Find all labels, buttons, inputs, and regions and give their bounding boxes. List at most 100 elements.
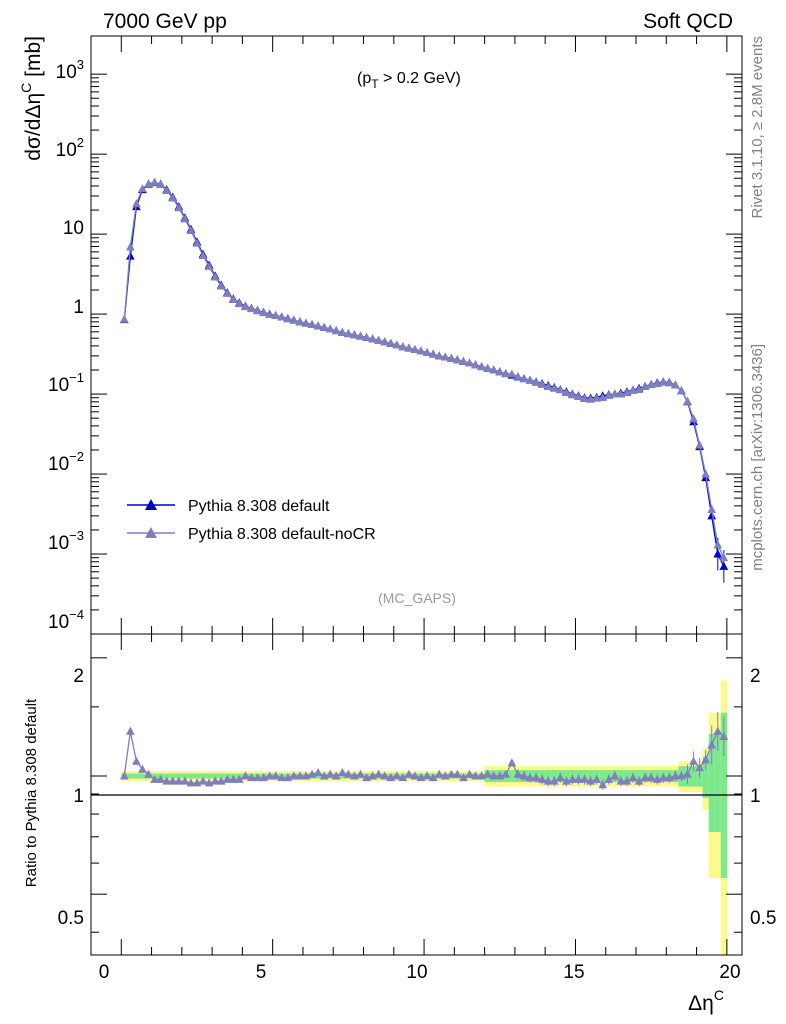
x-tick-label-5: 5 — [256, 962, 267, 983]
x-tick-label-10: 10 — [406, 962, 427, 983]
series-point-1 — [531, 377, 541, 386]
ratio-y-axis-label: Ratio to Pythia 8.308 default — [23, 698, 40, 887]
series-point-1 — [543, 381, 553, 391]
ratio-point-nocr — [198, 776, 208, 785]
legend: Pythia 8.308 default Pythia 8.308 defaul… — [127, 498, 376, 543]
ratio-point-nocr — [241, 771, 250, 780]
series-point-1 — [574, 391, 583, 401]
ratio-point-nocr — [119, 771, 129, 780]
ratio-series-group — [119, 711, 729, 790]
ratio-point-nocr — [228, 774, 238, 783]
series-point-1 — [362, 332, 371, 341]
main-y-tick-labels: 10−4 10−3 10−2 10−1 1 10 102 103 — [48, 57, 84, 633]
ratio-point-nocr — [501, 769, 511, 778]
uncertainty-band-green — [212, 773, 219, 779]
ratio-y-tick-label-2-right: 2 — [750, 666, 761, 687]
ratio-point-nocr — [671, 771, 680, 780]
series-line-1 — [123, 181, 725, 558]
series-point-1 — [495, 367, 505, 376]
ratio-axis-ticks — [91, 634, 742, 955]
uncertainty-band-green — [599, 770, 607, 783]
series-point-1 — [592, 393, 602, 402]
ratio-point-nocr — [277, 773, 287, 782]
series-point-1 — [489, 365, 499, 374]
ratio-point-nocr — [574, 774, 583, 783]
ratio-panel: 2 1 0.5 2 1 0.5 Ratio to Pythia 8.308 de… — [23, 633, 776, 1015]
y-tick-label-1e3: 103 — [56, 57, 84, 83]
mcplots-watermark: mcplots.cern.ch [arXiv:1306.3436] — [749, 344, 766, 571]
series-point-1 — [507, 369, 517, 378]
ratio-point-nocr — [634, 776, 644, 785]
ratio-point-nocr — [598, 780, 608, 789]
series-point-1 — [210, 272, 220, 281]
ratio-point-nocr — [210, 776, 220, 785]
ratio-point-nocr — [628, 773, 638, 782]
series-point-1 — [525, 375, 535, 384]
ratio-point-nocr — [271, 771, 281, 780]
series-point-1 — [519, 374, 529, 383]
series-point-1 — [677, 386, 686, 395]
series-point-1 — [453, 355, 462, 364]
ratio-point-nocr — [325, 769, 335, 778]
series-point-1 — [477, 362, 486, 371]
series-point-1 — [719, 553, 729, 562]
series-point-1 — [344, 329, 353, 338]
series-point-1 — [580, 393, 589, 402]
ratio-point-nocr — [422, 771, 432, 780]
ratio-point-nocr — [707, 740, 717, 749]
series-point-1 — [350, 330, 359, 339]
series-point-1 — [283, 314, 293, 323]
series-point-0 — [707, 511, 717, 520]
series-point-1 — [634, 384, 644, 393]
ratio-line-nocr — [123, 730, 725, 786]
ratio-point-nocr — [658, 773, 668, 782]
series-point-1 — [549, 383, 559, 392]
series-point-1 — [186, 225, 196, 234]
x-tick-label-20: 20 — [719, 962, 740, 983]
series-point-1 — [459, 356, 468, 365]
ratio-point-nocr — [471, 771, 480, 780]
series-point-1 — [471, 360, 480, 369]
series-point-0 — [719, 561, 729, 570]
uncertainty-band-green — [623, 770, 631, 783]
series-point-1 — [337, 327, 347, 336]
series-point-1 — [440, 352, 450, 361]
series-point-1 — [658, 377, 668, 386]
uncertainty-band-green — [617, 770, 625, 783]
ratio-point-nocr — [344, 769, 353, 778]
ratio-point-nocr — [616, 776, 626, 785]
uncertainty-band-green — [551, 770, 558, 783]
series-point-1 — [125, 242, 135, 251]
uncertainty-band-green — [702, 756, 710, 798]
series-point-1 — [295, 317, 305, 326]
y-tick-label-1e-4: 10−4 — [48, 607, 84, 633]
series-point-1 — [483, 363, 493, 372]
uncertainty-band-green — [133, 773, 140, 779]
series-point-1 — [671, 380, 680, 389]
ratio-y-tick-label-1-right: 1 — [750, 786, 761, 807]
ratio-point-nocr — [125, 726, 135, 735]
uncertainty-band-green — [636, 770, 643, 783]
series-point-1 — [537, 379, 547, 388]
series-point-1 — [380, 337, 390, 346]
ratio-point-nocr — [531, 773, 541, 782]
series-point-1 — [610, 389, 620, 398]
series-point-1 — [277, 312, 287, 321]
ratio-point-nocr — [701, 755, 711, 764]
series-point-1 — [325, 324, 335, 333]
ratio-point-nocr — [168, 776, 178, 785]
ratio-point-nocr — [483, 769, 493, 778]
ratio-point-nocr — [555, 773, 565, 782]
ratio-point-nocr — [265, 771, 275, 780]
series-point-1 — [192, 238, 202, 247]
ratio-point-nocr — [719, 732, 729, 741]
ratio-point-nocr — [592, 774, 602, 783]
ratio-point-nocr — [392, 771, 402, 780]
ratio-point-nocr — [222, 774, 232, 783]
ratio-point-nocr — [150, 774, 159, 783]
y-tick-label-1e2: 102 — [56, 135, 84, 161]
series-point-1 — [313, 321, 323, 330]
ratio-point-nocr — [453, 769, 462, 778]
ratio-point-nocr — [513, 769, 523, 778]
ratio-point-nocr — [428, 773, 438, 782]
